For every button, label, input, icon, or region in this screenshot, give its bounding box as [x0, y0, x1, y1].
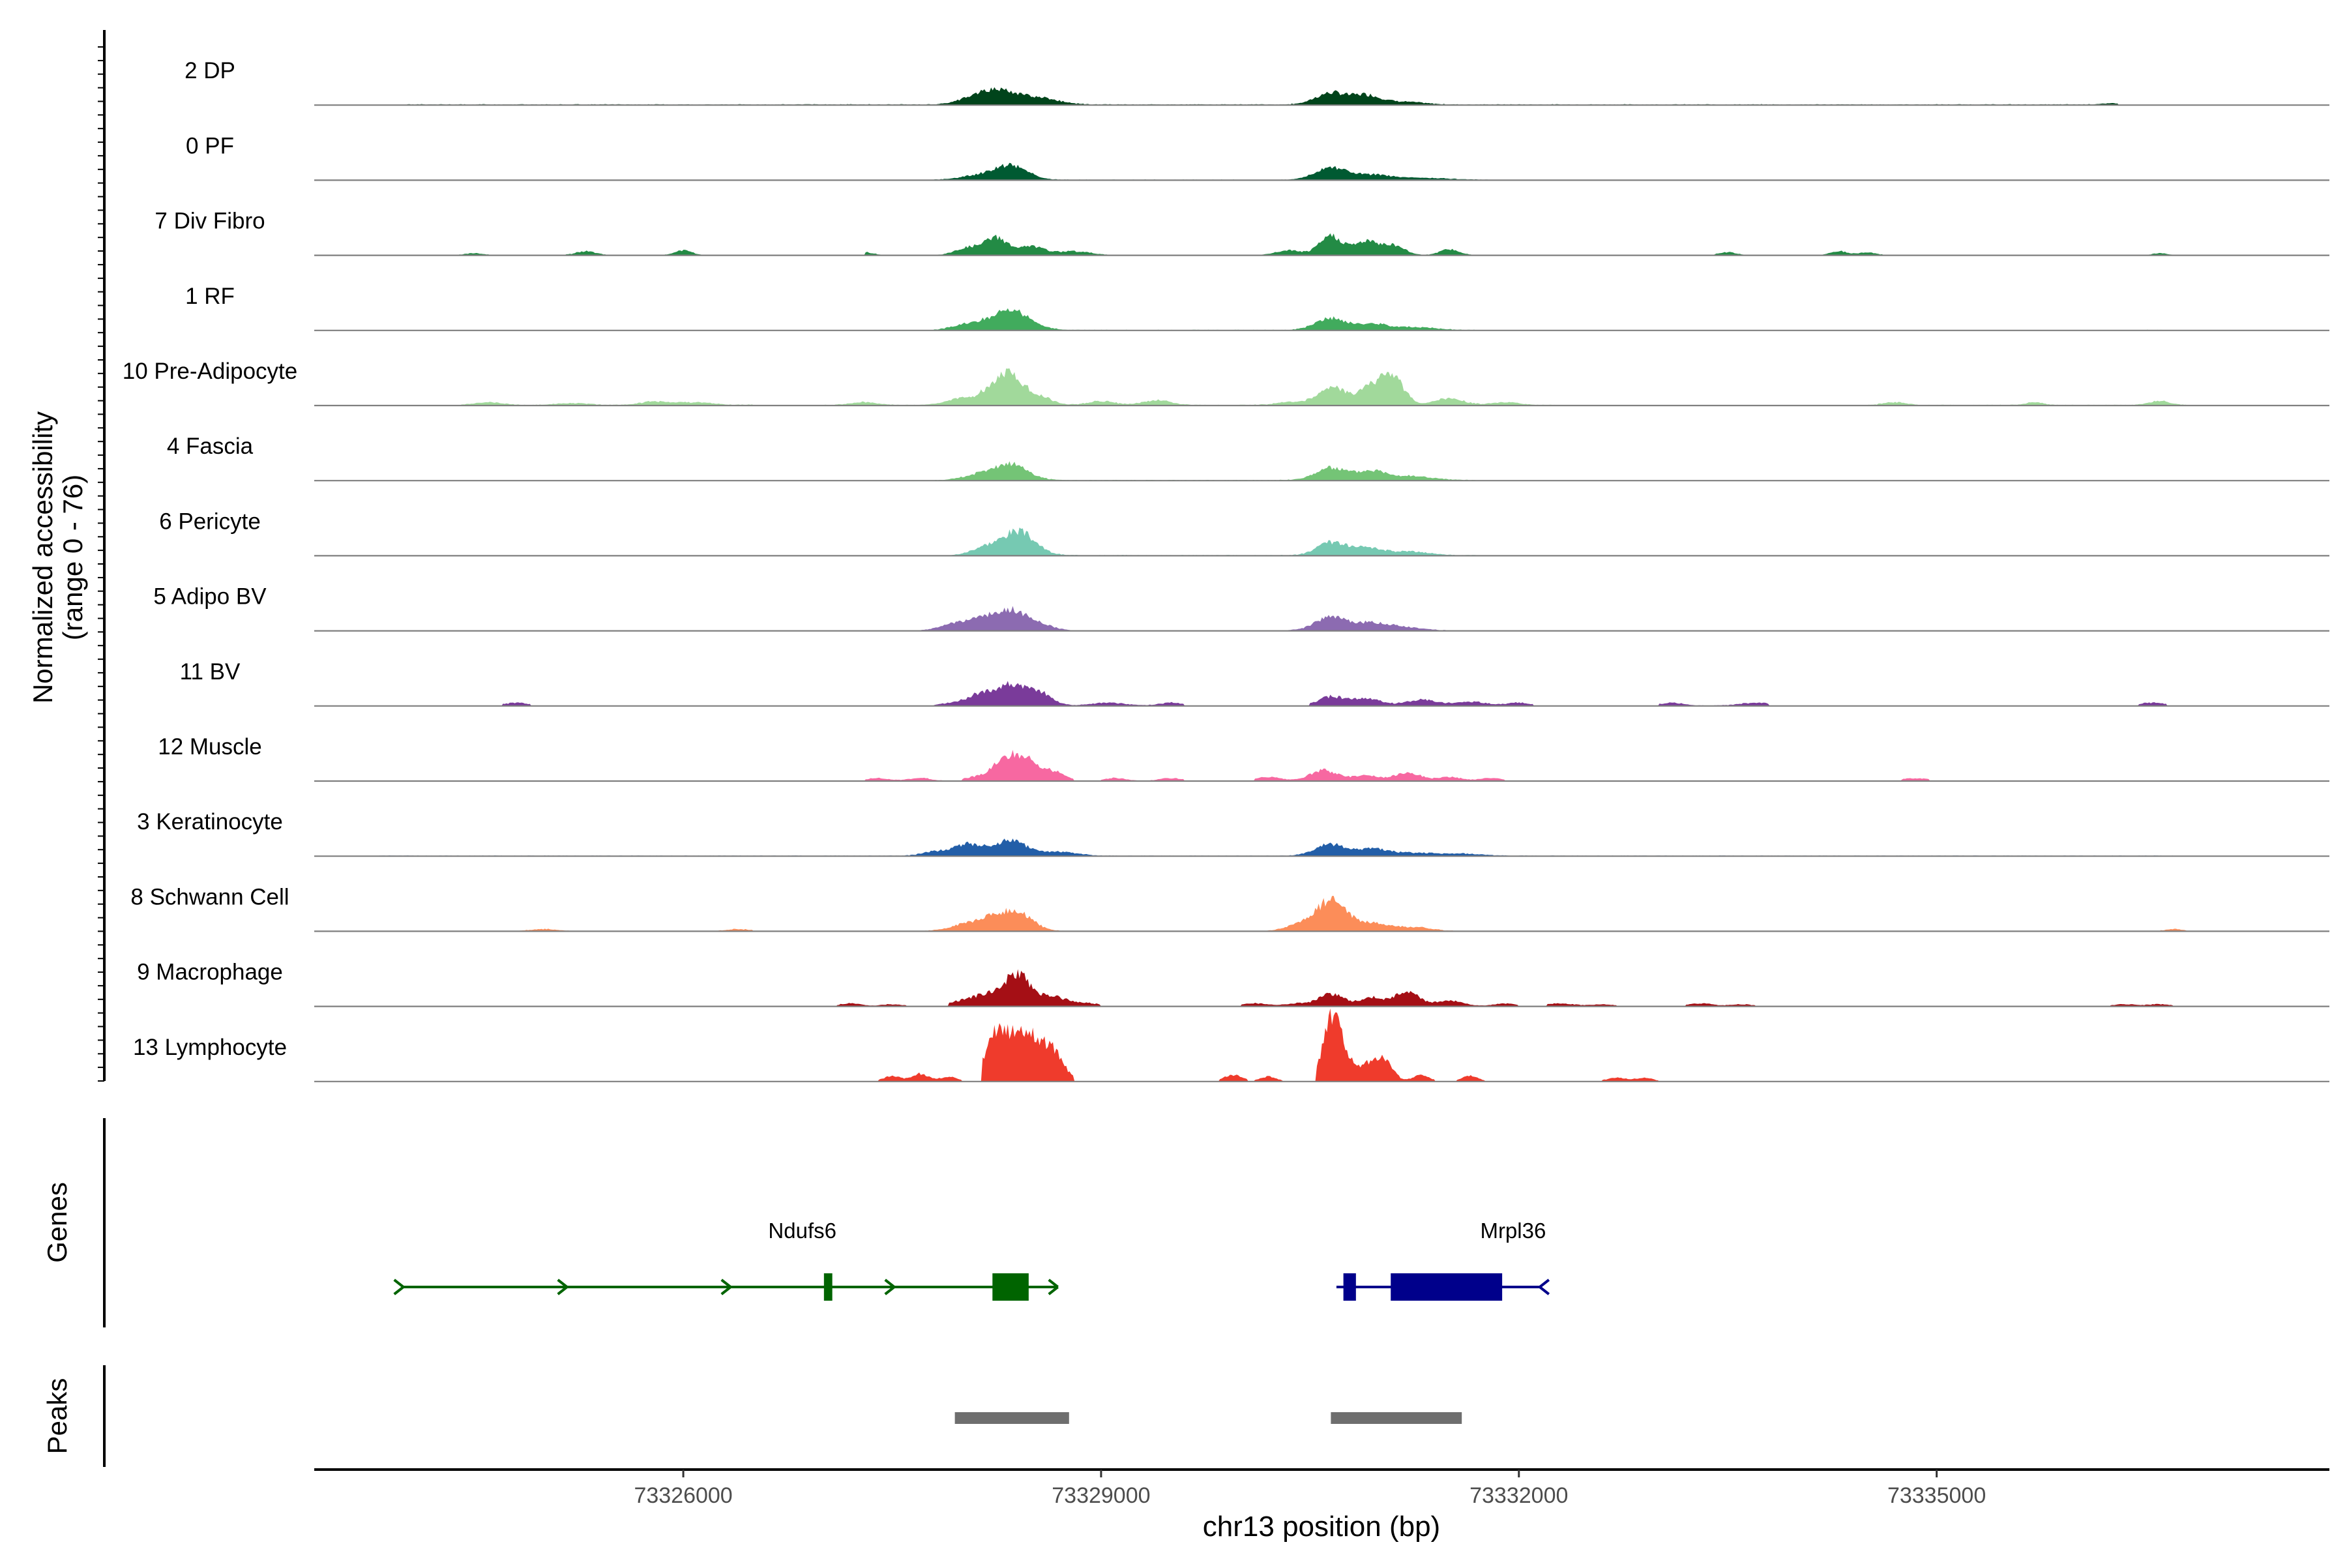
gene-exon [823, 1273, 833, 1301]
track-14: 13 Lymphocyte [133, 1008, 2329, 1082]
x-axis-label: chr13 position (bp) [1203, 1511, 1440, 1543]
coverage-area [314, 896, 2329, 932]
track-label: 4 Fascia [167, 434, 254, 459]
x-tick-label: 73329000 [1052, 1483, 1150, 1508]
track-1: 2 DP [185, 58, 2329, 106]
coverage-area [314, 162, 2329, 181]
x-tick-label: 73332000 [1469, 1483, 1568, 1508]
genes-panel-label: Genes [42, 1182, 72, 1263]
track-label: 7 Div Fibro [155, 209, 265, 234]
track-label: 9 Macrophage [137, 960, 283, 985]
y-axis-label: Normalized accessibility [27, 411, 58, 703]
track-3: 7 Div Fibro [155, 209, 2329, 256]
track-12: 8 Schwann Cell [130, 884, 2329, 932]
track-label: 2 DP [185, 58, 235, 83]
strand-arrow [884, 1279, 895, 1295]
gene-label: Ndufs6 [768, 1219, 836, 1243]
track-label: 0 PF [186, 133, 234, 158]
strand-arrow [720, 1279, 731, 1295]
x-axis: 73326000 73329000 73332000 73335000 [314, 1468, 2329, 1508]
coverage-area [314, 87, 2329, 106]
strand-arrow [557, 1279, 568, 1295]
track-label: 11 BV [180, 659, 241, 685]
gene-exon [992, 1273, 1029, 1301]
track-8: 5 Adipo BV [153, 584, 2329, 632]
track-label: 3 Keratinocyte [137, 809, 283, 835]
track-6: 4 Fascia [167, 434, 2329, 482]
gene-mrpl36: Mrpl36 [1336, 1219, 1550, 1301]
track-7: 6 Pericyte [159, 509, 2329, 557]
track-11: 3 Keratinocyte [137, 809, 2329, 857]
tracks-layer: 2 DP 0 PF 7 Div Fibro 1 RF 10 Pre-Adipocyte 4… [123, 58, 2329, 1082]
coverage-area [314, 681, 2329, 706]
track-label: 5 Adipo BV [153, 584, 267, 610]
peak-region [954, 1412, 1069, 1424]
gene-label: Mrpl36 [1480, 1219, 1546, 1243]
coverage-area [314, 308, 2329, 331]
track-4: 1 RF [185, 284, 2329, 331]
coverage-area [314, 233, 2329, 256]
track-label: 12 Muscle [158, 734, 262, 760]
track-label: 8 Schwann Cell [130, 884, 289, 910]
coverage-area [314, 368, 2329, 406]
track-label: 13 Lymphocyte [133, 1035, 287, 1060]
track-2: 0 PF [186, 133, 2329, 181]
peaks-panel [103, 1365, 1462, 1467]
track-9: 11 BV [180, 659, 2329, 707]
gene-exon [1343, 1273, 1356, 1301]
coverage-area [314, 606, 2329, 631]
peaks-panel-label: Peaks [42, 1378, 72, 1455]
y-axis-range-label: (range 0 - 76) [57, 475, 88, 640]
strand-arrow [393, 1279, 404, 1295]
track-label: 1 RF [185, 284, 235, 309]
x-tick-label: 73326000 [634, 1483, 732, 1508]
track-5: 10 Pre-Adipocyte [123, 359, 2329, 407]
track-label: 10 Pre-Adipocyte [123, 359, 297, 384]
y-axis [98, 30, 106, 1082]
track-10: 12 Muscle [158, 734, 2329, 782]
coverage-area [314, 527, 2329, 556]
coverage-area [314, 750, 2329, 781]
gene-ndufs6: Ndufs6 [393, 1219, 1059, 1301]
coverage-area [314, 461, 2329, 481]
genes-panel: Ndufs6 Mrpl36 [103, 1118, 1550, 1327]
track-label: 6 Pericyte [159, 509, 261, 534]
coverage-area [314, 969, 2329, 1007]
peak-region [1331, 1412, 1462, 1424]
gene-exon [1391, 1273, 1503, 1301]
coverage-area [314, 838, 2329, 857]
x-tick-label: 73335000 [1887, 1483, 1986, 1508]
strand-arrow [1048, 1279, 1059, 1295]
strand-arrow [1539, 1279, 1550, 1295]
track-13: 9 Macrophage [137, 960, 2329, 1007]
coverage-area [314, 1008, 2329, 1082]
